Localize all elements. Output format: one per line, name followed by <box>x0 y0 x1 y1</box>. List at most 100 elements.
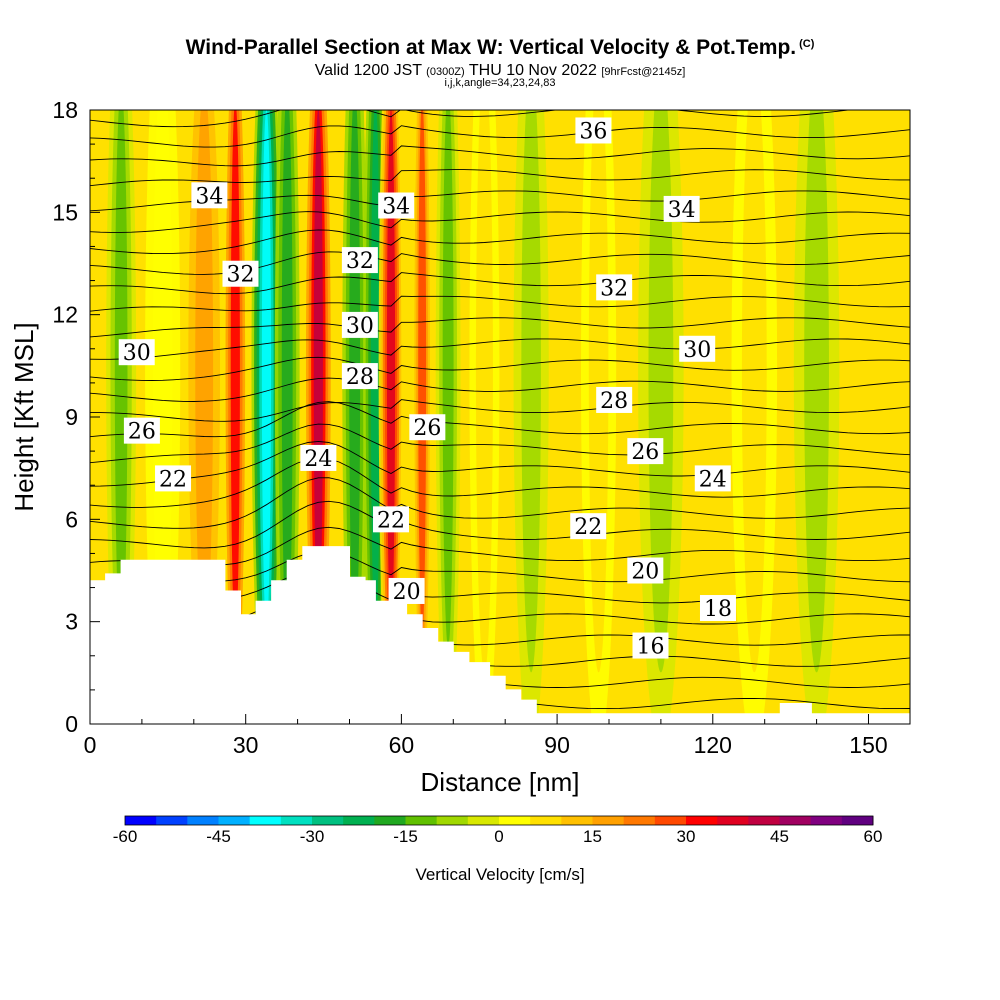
contour-label: 18 <box>699 595 736 622</box>
colorbar-swatch <box>218 816 251 825</box>
svg-text:36: 36 <box>579 119 607 144</box>
colorbar-swatch <box>405 816 438 825</box>
y-tick-label: 15 <box>52 199 78 225</box>
x-tick-label: 150 <box>849 732 887 758</box>
colorbar: -60 -45 -30 -15 0 15 30 45 60 <box>113 815 882 846</box>
colorbar-swatch <box>125 816 157 825</box>
svg-text:32: 32 <box>227 263 255 288</box>
contour-label: 34 <box>191 182 228 209</box>
colorbar-tick-label: -60 <box>113 827 138 846</box>
theta-contour <box>90 272 910 295</box>
svg-text:34: 34 <box>668 198 696 223</box>
contour-label: 34 <box>378 192 415 220</box>
x-tick-label: 120 <box>694 732 732 758</box>
colorbar-swatch <box>249 816 282 825</box>
colorbar-swatch <box>187 816 219 825</box>
y-axis-label: Height [Kft MSL] <box>9 322 39 511</box>
contour-label: 32 <box>596 274 633 301</box>
contour-label: 26 <box>627 438 664 465</box>
theta-contour <box>90 110 854 128</box>
contour-label: 20 <box>627 557 664 585</box>
velocity-band <box>793 110 840 724</box>
contour-label: 34 <box>663 195 700 223</box>
colorbar-swatch <box>467 816 500 825</box>
colorbar-swatch <box>686 816 718 825</box>
colorbar-swatch <box>530 816 562 825</box>
colorbar-tick-label: -30 <box>300 827 325 846</box>
colorbar-swatch <box>779 816 812 825</box>
theta-contour <box>90 399 910 422</box>
velocity-band <box>513 110 549 724</box>
velocity-band <box>581 110 617 724</box>
theta-contour <box>90 440 910 487</box>
svg-text:20: 20 <box>393 580 421 605</box>
x-tick-label: 60 <box>389 732 415 758</box>
colorbar-tick-label: 30 <box>677 827 696 846</box>
x-tick-label: 30 <box>233 732 259 758</box>
svg-text:30: 30 <box>683 338 711 363</box>
contour-label: 32 <box>222 260 259 288</box>
colorbar-tick-label: 15 <box>583 827 602 846</box>
contour-label: 22 <box>570 513 607 540</box>
section-params: i,j,k,angle=34,23,24,83 <box>444 77 556 89</box>
svg-text:32: 32 <box>600 276 628 301</box>
colorbar-swatch <box>156 816 188 825</box>
theta-contour <box>90 457 910 508</box>
contour-label: 16 <box>632 632 669 660</box>
terrain-mask <box>89 546 911 725</box>
contour-label: 28 <box>341 363 378 390</box>
colorbar-swatch <box>280 816 313 825</box>
theta-contour <box>90 169 910 187</box>
theta-contour <box>90 125 910 148</box>
svg-text:30: 30 <box>123 341 151 366</box>
theta-contour <box>90 211 910 233</box>
svg-text:32: 32 <box>346 249 374 274</box>
y-tick-label: 0 <box>65 711 78 737</box>
colorbar-swatch <box>561 816 593 825</box>
velocity-band <box>469 110 500 724</box>
colorbar-tick-label: -15 <box>393 827 418 846</box>
svg-text:24: 24 <box>304 447 332 472</box>
theta-contour <box>90 526 910 566</box>
contour-label: 26 <box>123 417 160 445</box>
contour-label: 24 <box>694 465 731 492</box>
colorbar-swatch <box>717 816 749 825</box>
svg-text:28: 28 <box>346 365 374 390</box>
y-tick-label: 6 <box>65 506 78 532</box>
theta-contour <box>90 338 910 360</box>
svg-text:24: 24 <box>699 467 727 492</box>
colorbar-swatch <box>810 816 843 825</box>
contour-label: 24 <box>300 444 337 472</box>
theta-contour <box>90 229 910 255</box>
colorbar-swatch <box>343 816 375 825</box>
contour-label: 30 <box>679 335 716 363</box>
theta-contour <box>90 401 910 438</box>
contour-label: 22 <box>373 506 410 533</box>
y-tick-label: 18 <box>52 97 78 123</box>
colorbar-tick-label: -45 <box>206 827 231 846</box>
colorbar-swatch <box>654 816 687 825</box>
theta-contour <box>90 477 910 529</box>
svg-text:34: 34 <box>195 184 223 209</box>
x-tick-label: 90 <box>544 732 570 758</box>
theta-contour <box>90 295 910 312</box>
colorbar-label: Vertical Velocity [cm/s] <box>415 865 584 884</box>
colorbar-swatch <box>748 816 780 825</box>
svg-text:22: 22 <box>377 508 405 533</box>
svg-text:26: 26 <box>128 420 156 445</box>
theta-contour <box>90 145 910 167</box>
contour-label: 32 <box>341 247 378 274</box>
svg-text:18: 18 <box>704 597 732 622</box>
contour-labels: 36 34 34 34 32 32 32 30 30 30 28 28 26 26 26 24 24 22 22 22… <box>118 117 736 660</box>
contour-label: 30 <box>341 311 378 339</box>
x-tick-label: 0 <box>84 732 97 758</box>
colorbar-swatch <box>499 816 531 825</box>
colorbar-swatch <box>592 816 625 825</box>
contour-label: 26 <box>409 414 446 441</box>
chart-title: Wind-Parallel Section at Max W: Vertical… <box>185 36 815 59</box>
colorbar-tick-label: 0 <box>494 827 503 846</box>
svg-text:16: 16 <box>637 635 665 660</box>
colorbar-swatch <box>436 816 469 825</box>
